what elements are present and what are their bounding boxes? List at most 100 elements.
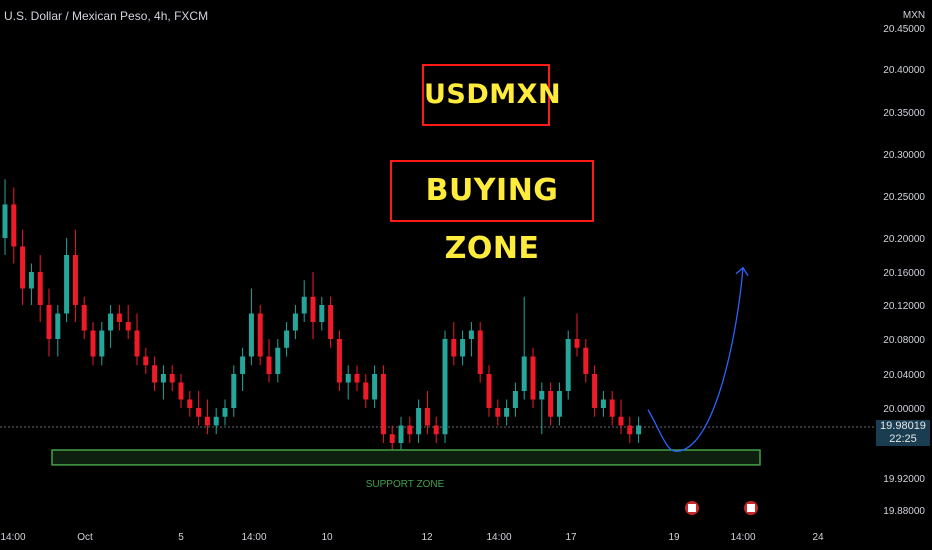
candle-body — [196, 408, 202, 417]
support-zone-rect — [51, 449, 761, 466]
candle-body — [389, 434, 395, 443]
symbol-annotation-box: USDMXN — [422, 64, 561, 126]
x-tick-label: 17 — [565, 532, 577, 543]
x-tick-label: 19 — [668, 532, 680, 543]
candle-body — [2, 204, 8, 238]
candle-body — [99, 330, 105, 357]
x-tick-label: 5 — [178, 532, 184, 543]
candle-body — [134, 330, 140, 357]
candle-body — [336, 339, 342, 383]
candle-body — [618, 416, 624, 426]
candle-body — [248, 313, 254, 357]
x-tick-label: 14:00 — [241, 532, 266, 543]
candle-body — [275, 347, 281, 374]
candle-body — [477, 330, 483, 374]
candle-body — [398, 425, 404, 443]
candle-body — [407, 425, 413, 435]
y-tick-label: 19.88000 — [883, 506, 925, 517]
candle-body — [284, 330, 290, 348]
y-tick-label: 20.25000 — [883, 192, 925, 203]
support-zone-label: SUPPORT ZONE — [366, 479, 445, 490]
candle-body — [433, 425, 439, 435]
projection-arrow — [647, 267, 744, 453]
y-tick-label: 20.40000 — [883, 65, 925, 76]
candle-body — [310, 296, 316, 322]
candle-body — [627, 425, 633, 435]
support-zone — [51, 449, 761, 466]
x-axis: 14:00 Oct 5 14:00 10 12 14:00 17 19 14:00 24 — [0, 532, 824, 543]
currency-label: MXN — [903, 10, 925, 21]
candle-body — [416, 408, 422, 435]
candle-body — [363, 382, 369, 400]
candle-body — [521, 356, 527, 391]
y-tick-label: 20.00000 — [883, 404, 925, 415]
candle-body — [354, 374, 360, 383]
x-tick-label: 14:00 — [730, 532, 755, 543]
candle-body — [345, 374, 351, 383]
event-flag-icon[interactable] — [685, 501, 699, 515]
candle-body — [548, 391, 554, 417]
x-tick-label: 14:00 — [486, 532, 511, 543]
candle-body — [301, 296, 307, 314]
candle-body — [636, 425, 642, 435]
candle-body — [231, 374, 237, 408]
candle-body — [266, 356, 272, 374]
current-price-label: 19.98019 — [876, 420, 930, 433]
candle-body — [222, 408, 228, 417]
y-tick-label: 20.08000 — [883, 335, 925, 346]
candle-body — [11, 204, 17, 247]
y-tick-label: 20.04000 — [883, 370, 925, 381]
candle-body — [108, 313, 114, 331]
candle-body — [468, 330, 474, 339]
candle-body — [424, 408, 430, 426]
candle-body — [380, 374, 386, 435]
candle-body — [609, 399, 615, 417]
y-tick-label: 20.45000 — [883, 24, 925, 35]
candle-body — [583, 347, 589, 374]
buying-zone-annotation-box: BUYING ZONE — [390, 160, 594, 266]
candle-body — [504, 408, 510, 417]
current-time-label: 22:25 — [876, 433, 930, 446]
candle-body — [46, 305, 52, 339]
candle-body — [319, 305, 325, 322]
candle-body — [530, 356, 536, 400]
y-tick-label: 19.92000 — [883, 474, 925, 485]
candle-body — [37, 272, 43, 305]
candle-body — [152, 365, 158, 383]
x-tick-label: 14:00 — [0, 532, 25, 543]
candle-body — [64, 255, 70, 314]
candle-body — [204, 416, 210, 426]
candle-body — [160, 374, 166, 383]
candle-body — [143, 356, 149, 366]
candle-body — [556, 391, 562, 417]
candle-body — [512, 391, 518, 408]
x-tick-label: 12 — [421, 532, 433, 543]
candle-body — [213, 416, 219, 426]
y-tick-label: 20.16000 — [883, 268, 925, 279]
candle-body — [460, 339, 466, 357]
y-tick-label: 20.12000 — [883, 301, 925, 312]
candle-body — [125, 322, 131, 331]
event-flag-icon[interactable] — [744, 501, 758, 515]
candle-body — [169, 374, 175, 383]
candle-body — [565, 339, 571, 391]
candle-body — [574, 339, 580, 348]
x-tick-label: Oct — [77, 532, 93, 543]
candle-body — [240, 356, 246, 374]
candle-body — [495, 408, 501, 417]
candle-body — [451, 339, 457, 357]
candle-body — [486, 374, 492, 408]
candle-body — [292, 313, 298, 331]
y-axis: MXN 19.88000 19.92000 20.00000 20.04000 20.08… — [883, 10, 925, 517]
candle-body — [328, 305, 334, 339]
candle-body — [90, 330, 96, 357]
y-tick-label: 20.30000 — [883, 150, 925, 161]
candle-body — [116, 313, 122, 322]
y-tick-label: 20.20000 — [883, 234, 925, 245]
candle-body — [187, 399, 193, 408]
x-tick-label: 10 — [321, 532, 333, 543]
candle-body — [178, 382, 184, 400]
candle-body — [372, 374, 378, 400]
candle-body — [600, 399, 606, 408]
